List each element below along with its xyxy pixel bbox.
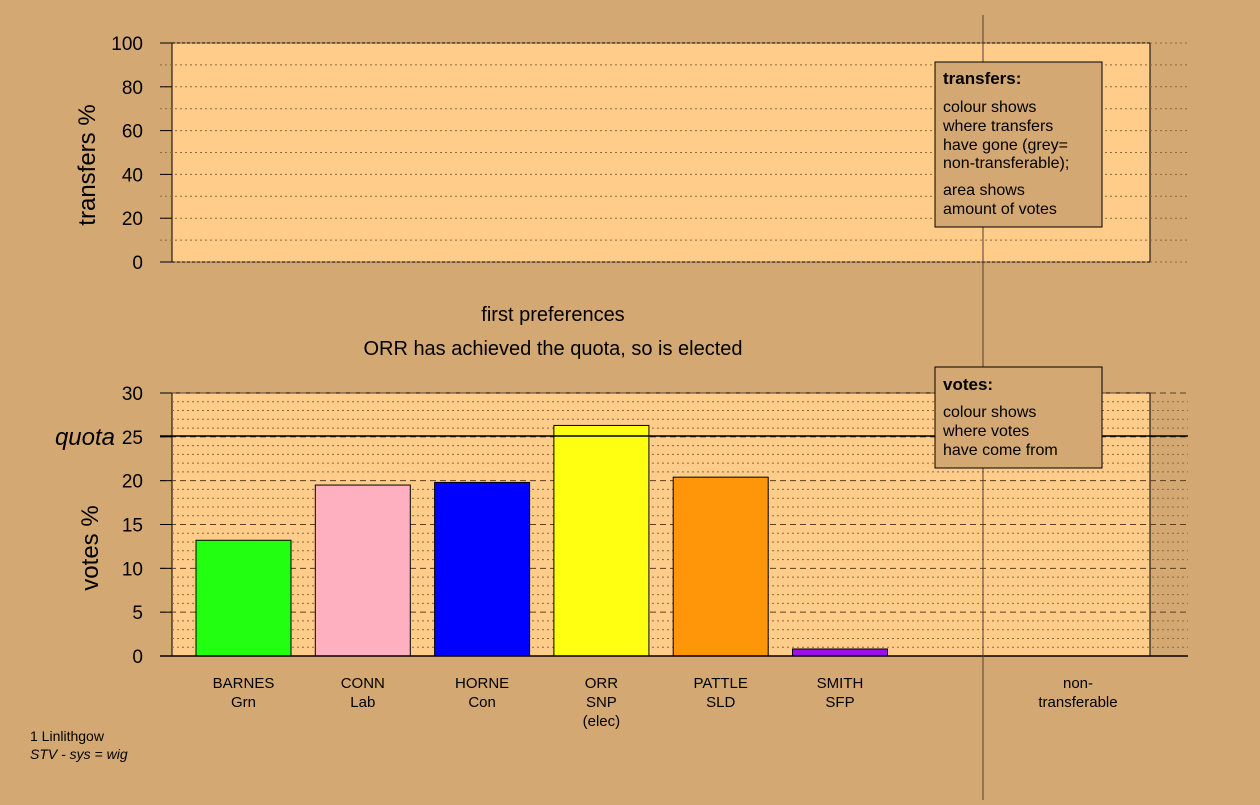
transfers-legend-line: amount of votes	[943, 201, 1057, 218]
candidate-label-line2: SLD	[706, 694, 735, 711]
transfers-y-tick-label: 20	[122, 209, 143, 230]
votes-y-tick-label: 10	[122, 559, 143, 580]
votes-y-tick-label: 5	[132, 603, 143, 624]
bar-orr	[553, 424, 650, 657]
votes-y-ticks: 0 5 10 15 20 25 30	[122, 384, 172, 668]
nontransferable-label-line2: transferable	[1038, 694, 1117, 711]
bar-pattle	[672, 476, 769, 657]
transfers-legend-line: colour shows	[943, 99, 1036, 116]
bar-smith	[792, 648, 888, 657]
transfers-y-tick-label: 0	[132, 253, 143, 274]
system-label: STV - sys = wig	[30, 746, 128, 762]
votes-y-tick-label: 30	[122, 384, 143, 405]
candidate-labels: BARNES Grn CONN Lab HORNE Con ORR SNP (elec) PATT…	[213, 675, 864, 730]
transfers-y-ticks: 0 20 40 60 80 100	[111, 34, 172, 274]
candidate-label-line2: Con	[468, 694, 496, 711]
candidate-label-line2: Lab	[350, 694, 375, 711]
candidate-label-line1: CONN	[341, 675, 385, 692]
transfers-legend-line: area shows	[943, 182, 1025, 199]
transfers-axis-title: transfers %	[74, 104, 101, 225]
candidate-label-line1: PATTLE	[693, 675, 747, 692]
chart-subtitle: ORR has achieved the quota, so is electe…	[363, 338, 742, 360]
votes-y-tick-label: 15	[122, 516, 143, 537]
votes-legend-title: votes:	[943, 375, 993, 394]
quota-label: quota	[55, 424, 115, 451]
votes-legend-line: colour shows	[943, 404, 1036, 421]
constituency-label: 1 Linlithgow	[30, 728, 105, 744]
transfers-y-tick-label: 60	[122, 122, 143, 143]
transfers-y-tick-label: 80	[122, 78, 143, 99]
candidate-label-line2: SNP	[586, 694, 617, 711]
candidate-label-line2: SFP	[825, 694, 854, 711]
votes-y-tick-label: 20	[122, 472, 143, 493]
transfers-y-tick-label: 100	[111, 34, 143, 55]
chart-title: first preferences	[481, 304, 624, 326]
votes-y-tick-label: 25	[122, 428, 143, 449]
transfers-legend-line: non-transferable);	[943, 155, 1069, 172]
candidate-label-line1: BARNES	[213, 675, 275, 692]
nontransferable-label-line1: non-	[1063, 675, 1093, 692]
votes-legend-line: where votes	[942, 423, 1029, 440]
bar-barnes	[195, 539, 292, 657]
candidate-label-line2: Grn	[231, 694, 256, 711]
transfers-legend-line: have gone (grey=	[943, 137, 1068, 154]
votes-legend-line: have come from	[943, 442, 1058, 459]
bar-conn	[314, 484, 411, 657]
votes-axis-title: votes %	[77, 505, 104, 590]
transfers-y-tick-label: 40	[122, 165, 143, 186]
candidate-label-line1: SMITH	[817, 675, 864, 692]
transfers-legend-title: transfers:	[943, 69, 1021, 88]
candidate-label-line1: HORNE	[455, 675, 509, 692]
votes-panel: 0 5 10 15 20 25 30 quota votes % BARNES Grn CONN…	[55, 384, 1188, 730]
transfers-legend-box: transfers: colour shows where transfers …	[934, 61, 1103, 228]
transfers-legend-line: where transfers	[942, 118, 1053, 135]
candidate-label-line3: (elec)	[583, 713, 621, 730]
votes-y-tick-label: 0	[132, 647, 143, 668]
bar-horne	[434, 481, 531, 657]
candidate-label-line1: ORR	[585, 675, 619, 692]
votes-legend-box: votes: colour shows where votes have com…	[934, 366, 1103, 469]
